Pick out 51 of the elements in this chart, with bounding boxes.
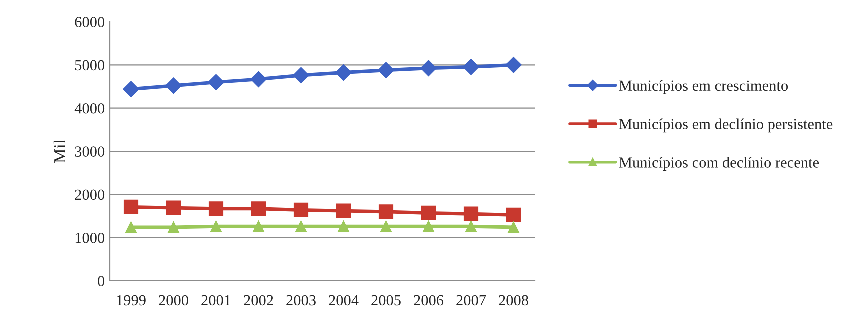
point [336, 204, 352, 218]
x-tick-label: 2003 [286, 295, 316, 306]
point [294, 202, 309, 218]
y-tick-label: 1000 [76, 232, 105, 244]
point [506, 56, 522, 74]
point [422, 220, 435, 233]
y-tick-label: 5000 [75, 60, 105, 71]
x-tick-label: 2004 [329, 295, 359, 306]
point [293, 67, 310, 84]
point [166, 200, 182, 216]
x-tick-label: 2002 [244, 295, 274, 306]
point [124, 200, 139, 214]
point [463, 58, 480, 76]
point [166, 78, 182, 94]
y-axis-title: Mil [54, 140, 66, 164]
point [208, 74, 224, 91]
legend-label: Municípios em declínio persistente [619, 118, 833, 133]
point [295, 220, 308, 233]
point [378, 204, 394, 220]
y-tick-label: 2000 [75, 190, 105, 200]
point [420, 60, 437, 77]
x-tick-label: 2005 [372, 295, 401, 306]
point [464, 206, 479, 222]
point [380, 220, 392, 233]
x-tick-label: 2006 [414, 295, 444, 306]
point [378, 62, 394, 79]
y-tick-label: 3000 [75, 146, 105, 157]
point [123, 81, 140, 98]
x-tick-label: 2001 [202, 295, 231, 306]
point [465, 220, 478, 233]
y-tick-label: 4000 [74, 103, 105, 114]
y-tick-label: 0 [98, 276, 105, 286]
point [250, 71, 267, 88]
point [168, 222, 180, 234]
y-tick-label: 6000 [75, 17, 105, 28]
point [506, 208, 522, 222]
point [125, 222, 138, 234]
x-tick-label: 2000 [159, 295, 188, 306]
x-tick-label: 2008 [499, 295, 528, 306]
point [421, 206, 436, 221]
x-tick-label: 2007 [456, 295, 486, 306]
point [210, 220, 222, 233]
x-tick-label: 1999 [117, 295, 146, 306]
point [251, 202, 266, 216]
point [508, 222, 520, 234]
legend-label: Municípios com declínio recente [619, 157, 820, 171]
point [336, 64, 352, 81]
point [338, 220, 350, 233]
point [252, 220, 265, 233]
point [208, 202, 224, 216]
legend-label: Municípios em crescimento [619, 80, 788, 94]
